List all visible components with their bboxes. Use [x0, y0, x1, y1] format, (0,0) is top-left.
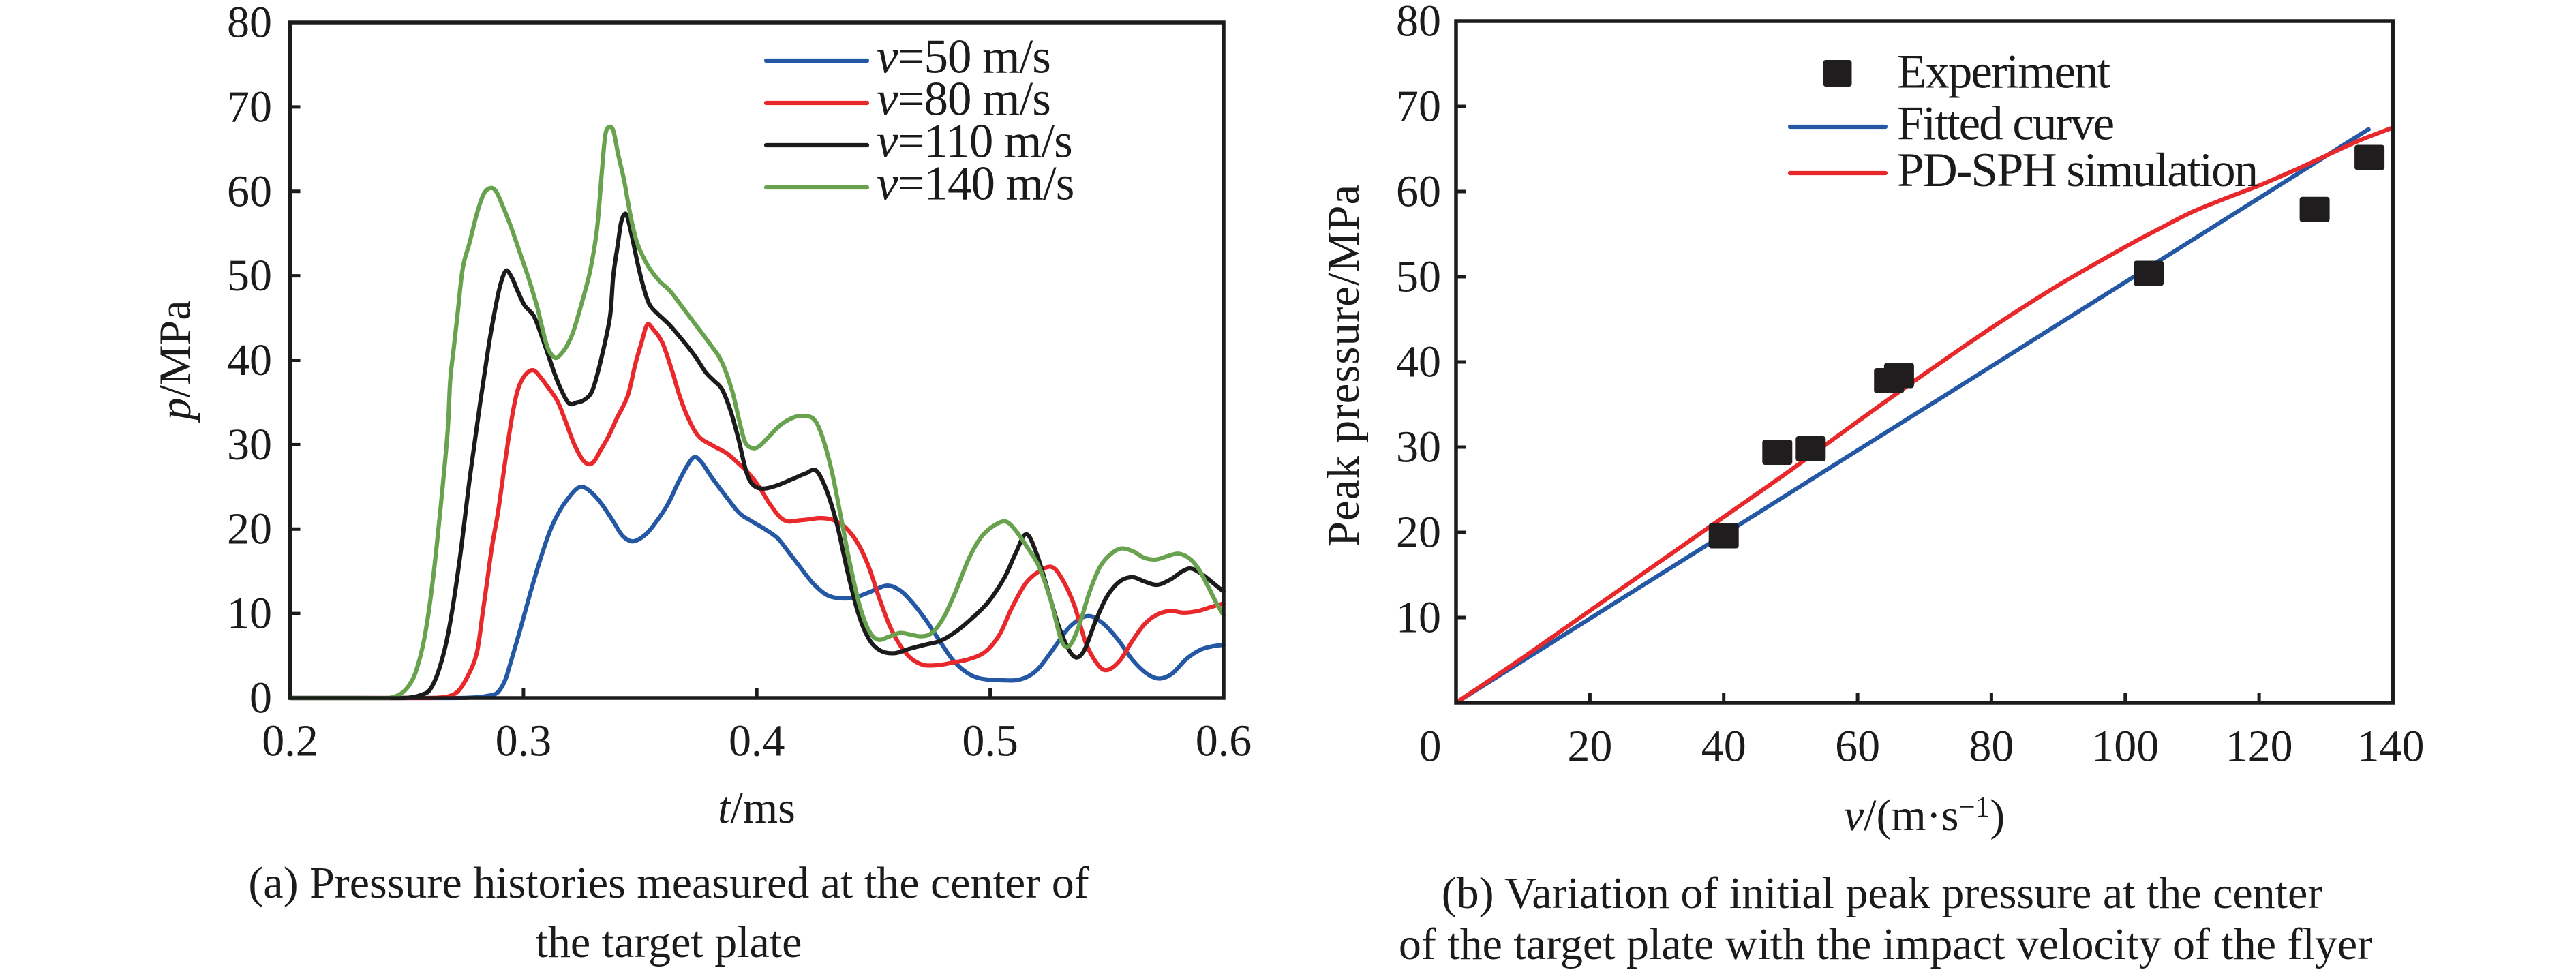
- svg-text:v=110 m/s: v=110 m/s: [877, 115, 1072, 168]
- svg-text:60: 60: [1835, 722, 1880, 772]
- svg-text:v=140 m/s: v=140 m/s: [877, 157, 1074, 211]
- svg-text:Experiment: Experiment: [1897, 46, 2110, 99]
- svg-text:0.3: 0.3: [496, 716, 552, 766]
- svg-text:the target plate: the target plate: [536, 917, 802, 967]
- svg-text:of the target plate with the i: of the target plate with the impact velo…: [1399, 919, 2372, 969]
- svg-text:v=50 m/s: v=50 m/s: [877, 31, 1050, 84]
- svg-text:v=80 m/s: v=80 m/s: [877, 73, 1050, 126]
- svg-text:t/ms: t/ms: [718, 783, 795, 833]
- svg-text:70: 70: [227, 82, 272, 132]
- svg-text:40: 40: [1396, 337, 1441, 387]
- svg-text:(a) Pressure histories measure: (a) Pressure histories measured at the c…: [248, 858, 1089, 908]
- svg-text:10: 10: [227, 589, 272, 639]
- svg-text:40: 40: [1701, 722, 1746, 772]
- svg-text:20: 20: [227, 504, 272, 554]
- svg-text:140: 140: [2357, 722, 2425, 772]
- svg-text:20: 20: [1396, 508, 1441, 558]
- svg-text:0: 0: [249, 673, 272, 723]
- svg-text:80: 80: [1396, 0, 1441, 46]
- svg-text:80: 80: [227, 0, 272, 48]
- svg-text:70: 70: [1396, 82, 1441, 132]
- svg-text:Fitted curve: Fitted curve: [1897, 97, 2114, 151]
- svg-text:80: 80: [1969, 722, 2014, 772]
- svg-text:50: 50: [227, 251, 272, 301]
- svg-text:0: 0: [1419, 722, 1442, 772]
- svg-text:10: 10: [1396, 593, 1441, 643]
- svg-text:60: 60: [1396, 167, 1441, 217]
- svg-text:Peak pressure/MPa: Peak pressure/MPa: [1318, 184, 1369, 547]
- svg-text:30: 30: [227, 420, 272, 470]
- svg-text:0.2: 0.2: [262, 716, 318, 766]
- svg-text:120: 120: [2226, 722, 2293, 772]
- svg-text:0.5: 0.5: [962, 716, 1018, 766]
- svg-text:p/MPa: p/MPa: [151, 300, 200, 423]
- svg-text:30: 30: [1396, 423, 1441, 472]
- svg-text:100: 100: [2091, 722, 2159, 772]
- svg-text:60: 60: [227, 166, 272, 216]
- svg-text:0.6: 0.6: [1196, 716, 1252, 766]
- svg-text:20: 20: [1567, 722, 1612, 772]
- svg-text:(b) Variation of initial peak: (b) Variation of initial peak pressure a…: [1442, 868, 2323, 918]
- svg-text:40: 40: [227, 335, 272, 385]
- svg-text:0.4: 0.4: [729, 716, 785, 766]
- svg-text:50: 50: [1396, 252, 1441, 302]
- svg-text:PD-SPH simulation: PD-SPH simulation: [1897, 144, 2258, 197]
